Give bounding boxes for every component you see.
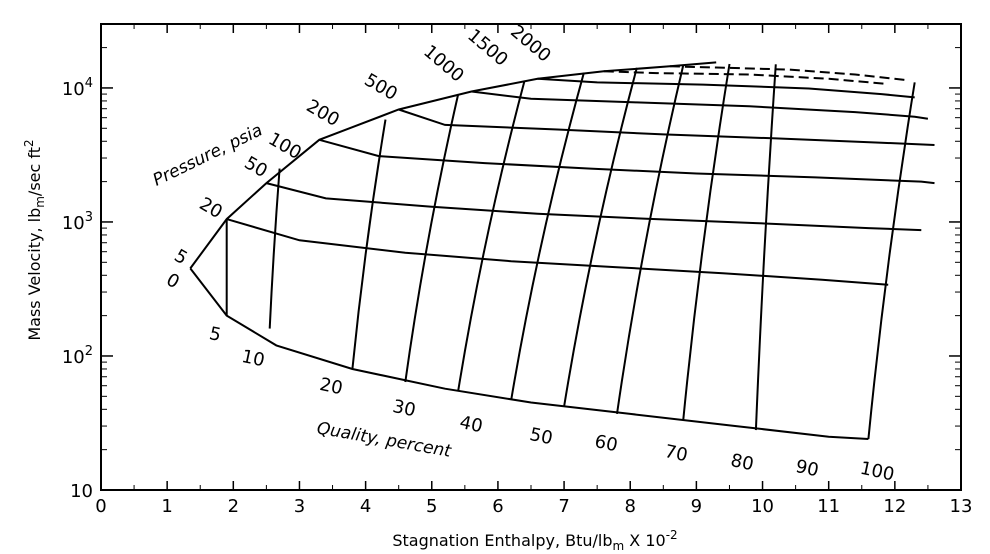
x-tick-label: 1	[161, 496, 172, 517]
y-tick-label: 10	[70, 481, 93, 502]
quality-label-40: 40	[458, 412, 485, 437]
x-tick-label: 11	[817, 496, 840, 517]
pressure-label-5: 5	[171, 245, 191, 269]
quality-label-30: 30	[391, 396, 418, 421]
pressure-line-1000	[537, 77, 915, 99]
y-axis-ticks: 10 102 103 104	[62, 23, 961, 502]
x-tick-label: 2	[228, 496, 239, 517]
y-tick-label: 102	[62, 344, 93, 368]
quality-line-70	[616, 65, 685, 415]
pressure-line-50	[266, 182, 922, 232]
plot-frame	[100, 23, 962, 491]
x-axis-ticks: 0 1 2 3 4 5 6 7 8 9 10 11 12 13	[95, 24, 972, 517]
quality-line-20	[351, 119, 387, 370]
y-tick-label: 104	[62, 76, 93, 100]
quality-line-50	[510, 72, 585, 401]
pressure-label-1000: 1000	[419, 41, 468, 87]
pressure-label-100: 100	[265, 129, 305, 164]
quality-line-80	[682, 63, 731, 421]
quality-line-100	[867, 82, 916, 440]
x-tick-label: 0	[95, 496, 106, 517]
pressure-line-500	[471, 90, 929, 120]
y-axis-label: Mass Velocity, lbm/sec ft2	[22, 139, 47, 340]
x-tick-label: 5	[426, 496, 437, 517]
quality-line-30	[404, 93, 460, 383]
quality-line-60	[563, 67, 638, 407]
quality-label-80: 80	[729, 450, 756, 475]
y-tick-label: 103	[62, 210, 93, 234]
pressure-line-100	[319, 138, 935, 185]
pressure-label-500: 500	[361, 70, 401, 105]
x-tick-label: 3	[294, 496, 305, 517]
quality-axis-title: Quality, percent	[315, 418, 453, 461]
pressure-line-2000	[669, 65, 909, 82]
quality-lines	[225, 63, 916, 440]
x-tick-label: 6	[492, 496, 503, 517]
x-tick-label: 8	[625, 496, 636, 517]
quality-label-5: 5	[207, 323, 223, 346]
x-tick-label: 7	[558, 496, 569, 517]
x-axis-label: Stagnation Enthalpy, Btu/lbm X 10-2	[392, 528, 677, 553]
quality-label-20: 20	[318, 374, 345, 399]
pressure-line-200	[398, 108, 935, 146]
pressure-line-0	[189, 267, 869, 440]
x-tick-label: 10	[751, 496, 774, 517]
quality-label-60: 60	[593, 431, 620, 456]
pressure-line-20	[226, 218, 889, 286]
x-tick-label: 12	[883, 496, 906, 517]
quality-label-70: 70	[663, 441, 690, 466]
quality-label-10: 10	[240, 346, 267, 371]
quality-label-50: 50	[528, 424, 555, 449]
quality-line-90	[754, 64, 777, 431]
quality-line-40	[457, 81, 526, 391]
pressure-lines	[189, 61, 935, 440]
pressure-line-1500	[603, 70, 889, 85]
x-tick-label: 9	[691, 496, 702, 517]
pressure-label-1500: 1500	[463, 25, 512, 71]
pressure-label-20: 20	[196, 193, 226, 223]
x-tick-label: 13	[950, 496, 973, 517]
quality-label-100: 100	[858, 458, 896, 486]
pressure-label-0: 0	[163, 269, 183, 293]
quality-line-10	[268, 168, 281, 329]
pressure-label-200: 200	[303, 96, 343, 131]
pressure-label-50: 50	[241, 152, 271, 182]
x-tick-label: 4	[360, 496, 371, 517]
quality-label-90: 90	[794, 456, 821, 481]
plot-border	[100, 23, 962, 491]
